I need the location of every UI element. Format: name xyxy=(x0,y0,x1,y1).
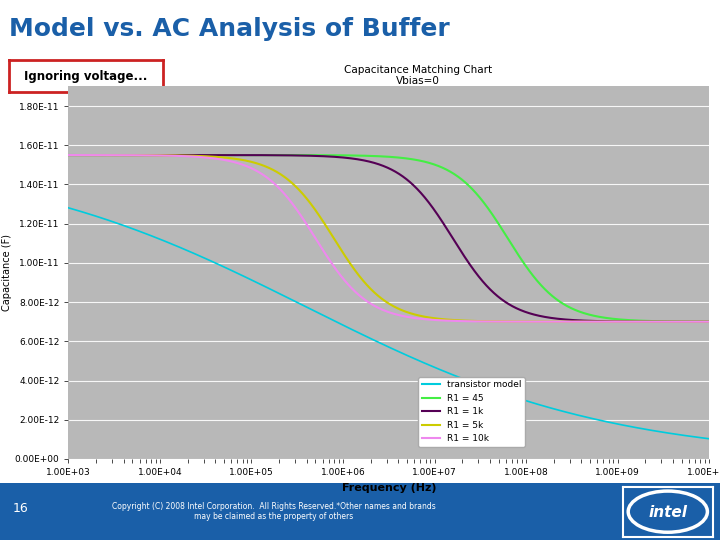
R1 = 5k xyxy=(705,319,714,325)
R1 = 45 xyxy=(181,152,189,158)
R1 = 10k xyxy=(705,319,714,325)
transistor model xyxy=(181,246,189,253)
R1 = 10k xyxy=(309,232,318,238)
R1 = 5k xyxy=(309,204,318,211)
Text: intel: intel xyxy=(648,505,688,520)
Text: 16: 16 xyxy=(13,502,29,515)
R1 = 5k xyxy=(481,318,490,325)
transistor model xyxy=(705,436,714,442)
transistor model xyxy=(591,416,600,422)
R1 = 10k xyxy=(591,319,600,325)
Text: Ignoring voltage...: Ignoring voltage... xyxy=(24,70,148,83)
R1 = 1k xyxy=(181,152,189,158)
R1 = 1k xyxy=(542,314,551,320)
R1 = 5k xyxy=(181,152,189,159)
transistor model xyxy=(64,205,73,211)
R1 = 10k xyxy=(449,318,457,324)
R1 = 1k xyxy=(309,153,318,159)
R1 = 5k xyxy=(449,317,457,323)
R1 = 45 xyxy=(542,288,551,294)
Line: transistor model: transistor model xyxy=(68,208,709,439)
R1 = 45 xyxy=(449,170,457,177)
R1 = 1k xyxy=(64,152,73,158)
R1 = 10k xyxy=(481,318,490,325)
X-axis label: Frequency (Hz): Frequency (Hz) xyxy=(341,483,436,492)
Text: Model vs. AC Analysis of Buffer: Model vs. AC Analysis of Buffer xyxy=(9,17,449,41)
Line: R1 = 45: R1 = 45 xyxy=(68,155,709,322)
R1 = 10k xyxy=(542,319,551,325)
R1 = 45 xyxy=(481,201,490,207)
R1 = 10k xyxy=(64,152,73,158)
transistor model xyxy=(481,384,490,390)
R1 = 45 xyxy=(591,313,600,319)
transistor model xyxy=(449,372,457,378)
Line: R1 = 5k: R1 = 5k xyxy=(68,155,709,322)
R1 = 5k xyxy=(542,319,551,325)
Line: R1 = 10k: R1 = 10k xyxy=(68,155,709,322)
R1 = 1k xyxy=(481,281,490,287)
R1 = 45 xyxy=(309,152,318,158)
Text: Capacitance Matching Chart
Vbias=0: Capacitance Matching Chart Vbias=0 xyxy=(343,65,492,86)
R1 = 1k xyxy=(449,235,457,241)
R1 = 45 xyxy=(64,152,73,158)
R1 = 10k xyxy=(181,153,189,159)
R1 = 1k xyxy=(705,319,714,325)
R1 = 5k xyxy=(591,319,600,325)
Text: Copyright (C) 2008 Intel Corporation.  All Rights Reserved.*Other names and bran: Copyright (C) 2008 Intel Corporation. Al… xyxy=(112,502,436,521)
R1 = 1k xyxy=(591,318,600,324)
Y-axis label: Capacitance (F): Capacitance (F) xyxy=(2,234,12,311)
transistor model xyxy=(542,403,551,410)
Legend: transistor model, R1 = 45, R1 = 1k, R1 = 5k, R1 = 10k: transistor model, R1 = 45, R1 = 1k, R1 =… xyxy=(418,377,526,447)
Line: R1 = 1k: R1 = 1k xyxy=(68,155,709,322)
transistor model xyxy=(309,307,318,314)
R1 = 45 xyxy=(705,319,714,325)
R1 = 5k xyxy=(64,152,73,158)
